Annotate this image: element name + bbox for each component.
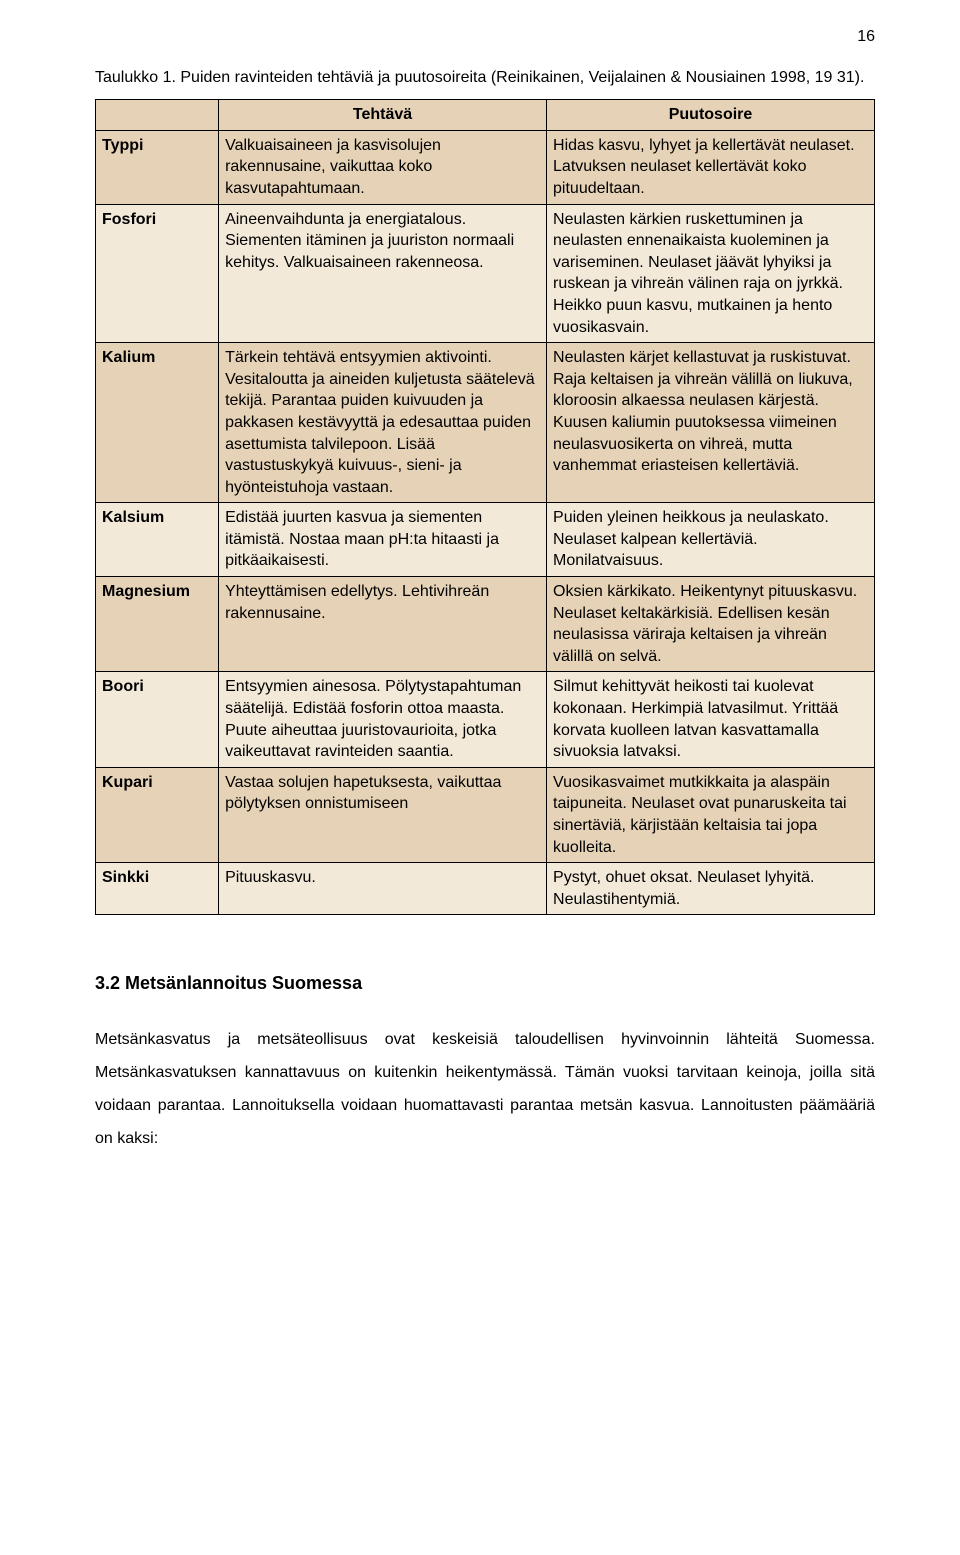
row-label: Magnesium [96,577,219,672]
table-row: Kalium Tärkein tehtävä entsyymien aktivo… [96,343,875,503]
row-deficiency: Puiden yleinen heikkous ja neulaskato. N… [547,503,875,577]
row-deficiency: Pystyt, ohuet oksat. Neulaset lyhyitä. N… [547,863,875,915]
table-row: Sinkki Pituuskasvu. Pystyt, ohuet oksat.… [96,863,875,915]
row-deficiency: Oksien kärkikato. Heikentynyt pituuskasv… [547,577,875,672]
nutrient-table: Tehtävä Puutosoire Typpi Valkuaisaineen … [95,99,875,915]
row-task: Yhteyttämisen edellytys. Lehtivihreän ra… [219,577,547,672]
row-label: Fosfori [96,204,219,343]
row-task: Tärkein tehtävä entsyymien aktivointi. V… [219,343,547,503]
table-row: Magnesium Yhteyttämisen edellytys. Lehti… [96,577,875,672]
section-heading: 3.2 Metsänlannoitus Suomessa [95,973,875,994]
row-task: Pituuskasvu. [219,863,547,915]
table-row: Boori Entsyymien ainesosa. Pölytystapaht… [96,672,875,767]
table-row: Typpi Valkuaisaineen ja kasvisolujen rak… [96,130,875,204]
table-row: Kalsium Edistää juurten kasvua ja siemen… [96,503,875,577]
row-label: Boori [96,672,219,767]
row-task: Edistää juurten kasvua ja siementen itäm… [219,503,547,577]
row-deficiency: Neulasten kärkien ruskettuminen ja neula… [547,204,875,343]
row-task: Aineenvaihdunta ja energiatalous. Siemen… [219,204,547,343]
table-header-row: Tehtävä Puutosoire [96,100,875,131]
table-row: Fosfori Aineenvaihdunta ja energiatalous… [96,204,875,343]
row-deficiency: Hidas kasvu, lyhyet ja kellertävät neula… [547,130,875,204]
page-number: 16 [857,28,875,46]
table-body: Typpi Valkuaisaineen ja kasvisolujen rak… [96,130,875,915]
row-label: Typpi [96,130,219,204]
row-task: Vastaa solujen hapetuksesta, vaikuttaa p… [219,767,547,862]
row-label: Sinkki [96,863,219,915]
page: 16 Taulukko 1. Puiden ravinteiden tehtäv… [0,0,960,1196]
row-label: Kalsium [96,503,219,577]
row-deficiency: Silmut kehittyvät heikosti tai kuolevat … [547,672,875,767]
row-deficiency: Vuosikasvaimet mutkikkaita ja alaspäin t… [547,767,875,862]
table-caption: Taulukko 1. Puiden ravinteiden tehtäviä … [95,66,875,89]
header-col-2: Tehtävä [219,100,547,131]
row-task: Valkuaisaineen ja kasvisolujen rakennusa… [219,130,547,204]
table-row: Kupari Vastaa solujen hapetuksesta, vaik… [96,767,875,862]
row-task: Entsyymien ainesosa. Pölytystapahtuman s… [219,672,547,767]
header-col-3: Puutosoire [547,100,875,131]
body-paragraph: Metsänkasvatus ja metsäteollisuus ovat k… [95,1024,875,1155]
row-label: Kalium [96,343,219,503]
row-deficiency: Neulasten kärjet kellastuvat ja ruskistu… [547,343,875,503]
row-label: Kupari [96,767,219,862]
header-col-1 [96,100,219,131]
